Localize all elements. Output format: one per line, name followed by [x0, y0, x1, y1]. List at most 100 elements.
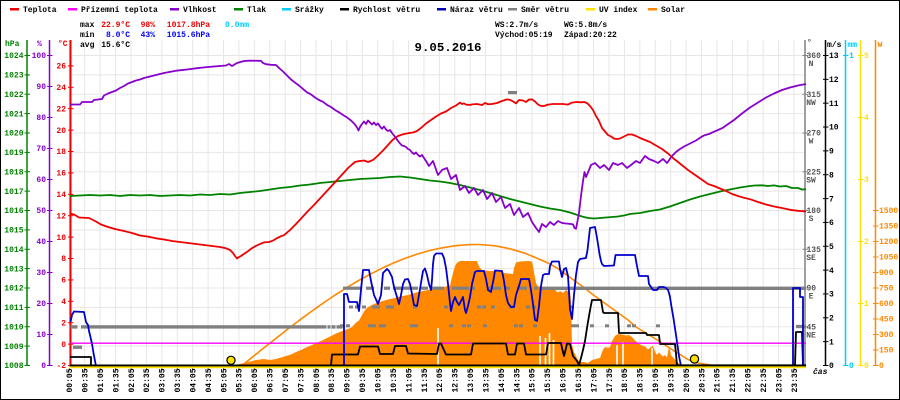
svg-text:Solar: Solar [661, 6, 685, 15]
svg-text:1021: 1021 [4, 110, 23, 119]
svg-text:14: 14 [56, 191, 66, 200]
svg-text:14:35: 14:35 [513, 368, 522, 392]
svg-text:1018: 1018 [4, 168, 23, 177]
svg-text:01:35: 01:35 [112, 368, 121, 392]
svg-text:900: 900 [879, 269, 894, 278]
svg-text:3: 3 [864, 176, 869, 185]
svg-text:450: 450 [879, 316, 894, 325]
svg-text:300: 300 [879, 331, 894, 340]
svg-text:°C: °C [58, 40, 68, 49]
svg-text:21:05: 21:05 [714, 368, 723, 392]
svg-text:0: 0 [849, 362, 854, 371]
svg-text:135: 135 [807, 246, 822, 255]
svg-text:1012: 1012 [4, 285, 23, 294]
svg-text:70: 70 [36, 145, 46, 154]
svg-text:SW: SW [806, 176, 816, 185]
svg-text:0: 0 [61, 341, 66, 350]
svg-text:100: 100 [32, 52, 47, 61]
svg-text:15.6°C: 15.6°C [101, 41, 130, 50]
svg-text:15:35: 15:35 [544, 368, 553, 392]
svg-text:60: 60 [36, 176, 46, 185]
svg-text:13:35: 13:35 [482, 368, 491, 392]
svg-text:4: 4 [61, 298, 66, 307]
svg-text:1015: 1015 [4, 227, 23, 236]
svg-text:04:35: 04:35 [205, 368, 214, 392]
svg-text:16:35: 16:35 [575, 368, 584, 392]
svg-text:15:05: 15:05 [529, 368, 538, 392]
svg-text:0.0mm: 0.0mm [225, 21, 249, 30]
svg-text:03:35: 03:35 [174, 368, 183, 392]
svg-text:2: 2 [864, 238, 869, 247]
svg-text:1020: 1020 [4, 130, 23, 139]
svg-text:5: 5 [864, 52, 869, 61]
svg-text:N: N [809, 60, 814, 69]
svg-text:1: 1 [849, 52, 854, 61]
svg-text:Vlhkost: Vlhkost [183, 6, 217, 15]
svg-text:1015.6hPa: 1015.6hPa [167, 31, 210, 40]
svg-text:8.0°C: 8.0°C [106, 31, 130, 40]
svg-text:Srážky: Srážky [295, 6, 324, 15]
svg-text:1022: 1022 [4, 91, 23, 100]
svg-text:07:35: 07:35 [297, 368, 306, 392]
svg-text:9.05.2016: 9.05.2016 [415, 41, 482, 55]
svg-text:90: 90 [807, 285, 817, 294]
svg-text:10: 10 [56, 234, 66, 243]
svg-text:23:05: 23:05 [775, 368, 784, 392]
svg-text:13: 13 [829, 52, 839, 61]
svg-text:1011: 1011 [4, 304, 23, 313]
svg-text:22:35: 22:35 [760, 368, 769, 392]
svg-text:17:35: 17:35 [606, 368, 615, 392]
svg-text:315: 315 [807, 91, 822, 100]
svg-text:max: max [80, 21, 95, 30]
svg-text:1008: 1008 [4, 362, 23, 371]
svg-text:4: 4 [864, 114, 869, 123]
svg-text:Tlak: Tlak [247, 6, 266, 15]
svg-text:600: 600 [879, 300, 894, 309]
svg-text:180: 180 [807, 207, 822, 216]
svg-text:avg: avg [80, 41, 95, 50]
svg-text:22:05: 22:05 [745, 368, 754, 392]
svg-text:0: 0 [864, 362, 869, 371]
svg-text:1023: 1023 [4, 72, 23, 81]
svg-text:1019: 1019 [4, 149, 23, 158]
svg-text:9: 9 [829, 148, 834, 157]
svg-text:12:35: 12:35 [452, 368, 461, 392]
svg-text:1350: 1350 [879, 223, 898, 232]
svg-text:3: 3 [829, 291, 834, 300]
svg-text:8: 8 [829, 171, 834, 180]
svg-text:1009: 1009 [4, 343, 23, 352]
svg-text:5: 5 [829, 243, 834, 252]
svg-text:01:05: 01:05 [97, 368, 106, 392]
svg-text:22.9°C: 22.9°C [101, 21, 130, 30]
svg-text:30: 30 [36, 269, 46, 278]
svg-text:20: 20 [36, 300, 46, 309]
svg-text:10: 10 [829, 124, 839, 133]
svg-text:13:05: 13:05 [467, 368, 476, 392]
svg-text:UV index: UV index [599, 6, 638, 15]
svg-text:0: 0 [41, 362, 46, 371]
svg-text:%: % [37, 40, 42, 49]
svg-text:17:05: 17:05 [590, 368, 599, 392]
svg-text:22: 22 [56, 105, 66, 114]
svg-text:2: 2 [61, 319, 66, 328]
svg-text:1010: 1010 [4, 323, 23, 332]
svg-text:18:35: 18:35 [637, 368, 646, 392]
svg-text:E: E [809, 293, 814, 302]
svg-text:W: W [878, 41, 883, 50]
svg-text:Přízemní teplota: Přízemní teplota [81, 6, 158, 15]
svg-text:Náraz větru: Náraz větru [450, 6, 503, 15]
svg-text:16: 16 [56, 170, 66, 179]
svg-text:20: 20 [56, 127, 66, 136]
svg-text:03:05: 03:05 [159, 368, 168, 392]
svg-text:mm: mm [848, 41, 858, 50]
svg-text:1050: 1050 [879, 254, 898, 263]
svg-text:12:05: 12:05 [436, 368, 445, 392]
svg-text:26: 26 [56, 63, 66, 72]
svg-text:6: 6 [61, 277, 66, 286]
svg-text:2: 2 [829, 315, 834, 324]
svg-text:1: 1 [829, 338, 834, 347]
svg-text:1500: 1500 [879, 207, 898, 216]
svg-text:0: 0 [879, 362, 884, 371]
svg-text:50: 50 [36, 207, 46, 216]
svg-text:čas: čas [813, 368, 828, 377]
